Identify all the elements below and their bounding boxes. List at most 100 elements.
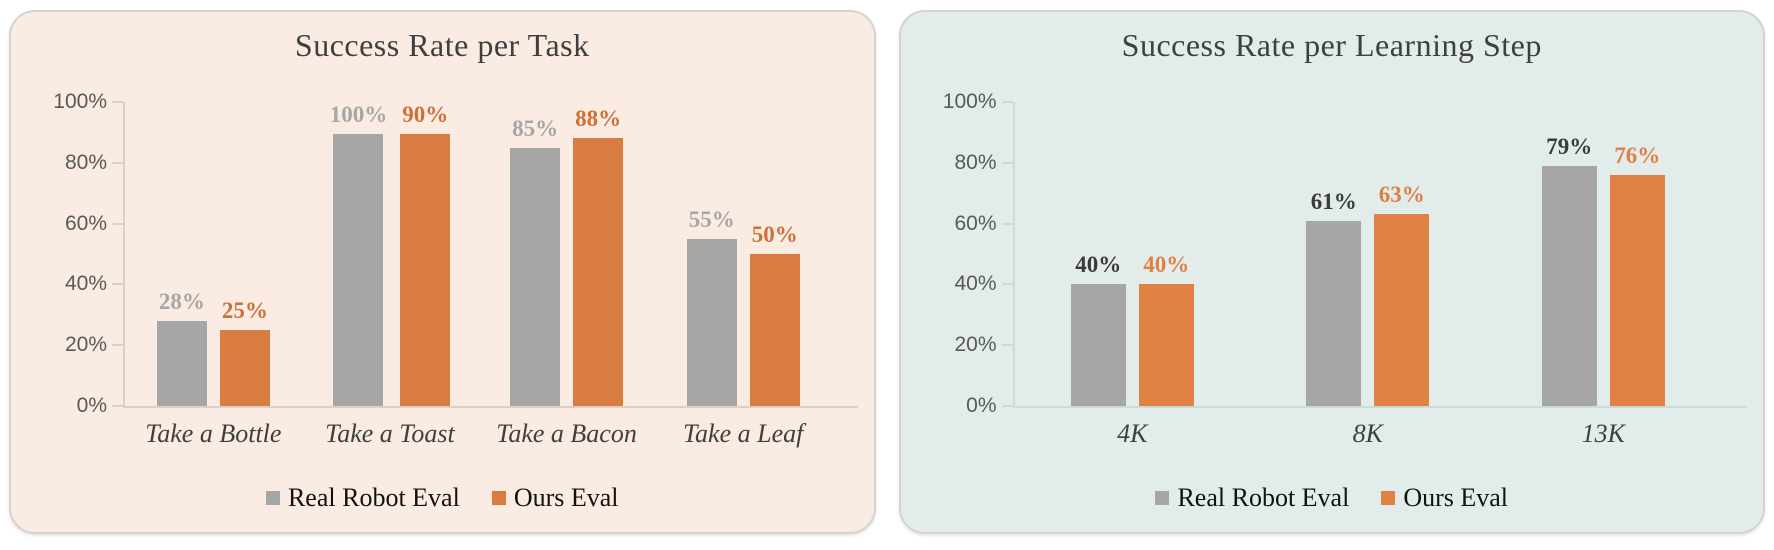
y-axis-tick: [112, 283, 123, 286]
y-axis-tick: [1001, 405, 1013, 407]
bar-value-label: 85%: [512, 115, 559, 141]
category-slot: 61% 63%: [1250, 102, 1486, 406]
bar-column: 50%: [749, 102, 800, 406]
legend: Real Robot Eval Ours Eval: [11, 483, 874, 513]
chart-title: Success Rate per Learning Step: [1121, 27, 1542, 63]
category-slot: 100% 90%: [302, 102, 479, 406]
bar-column: 55%: [686, 102, 737, 406]
bar-group: 85% 88%: [510, 102, 624, 406]
bar-value-label: 25%: [221, 298, 268, 323]
y-axis-tick-label: 100%: [53, 90, 107, 113]
bar: [333, 134, 384, 406]
y-axis-tick-label: 20%: [954, 333, 997, 357]
bar: [1306, 220, 1362, 406]
bar-column: 100%: [329, 102, 388, 406]
category-slot: 79% 76%: [1486, 102, 1722, 406]
bar-column: 85%: [510, 102, 561, 406]
bar: [219, 330, 270, 406]
bars: 28% 25% 100% 90% 85% 88% 55% 50%: [125, 102, 832, 406]
bar-value-label: 50%: [751, 222, 798, 247]
bar: [686, 238, 737, 406]
bar: [1070, 284, 1126, 406]
bar-column: 25%: [219, 102, 270, 406]
legend-marker: [491, 491, 506, 505]
x-axis-labels: 4K 8K 13K: [1015, 419, 1722, 449]
legend-label: Ours Eval: [513, 483, 619, 512]
y-axis-tick-label: 40%: [64, 272, 107, 296]
bar-column: 40%: [1138, 102, 1194, 406]
bar-group: 55% 50%: [686, 102, 800, 406]
bar-value-label: 28%: [158, 288, 205, 314]
bar-column: 63%: [1374, 102, 1430, 406]
bar-value-label: 79%: [1546, 133, 1593, 159]
x-axis-labels: Take a Bottle Take a Toast Take a Bacon Tak…: [125, 419, 832, 449]
x-axis-category-label: Take a Bacon: [496, 419, 637, 448]
x-axis-category-label: Take a Leaf: [682, 419, 804, 448]
bar-group: 40% 40%: [1070, 102, 1194, 406]
chart-title: Success Rate per Task: [294, 27, 590, 63]
bar-column: 76%: [1609, 102, 1665, 406]
bar-column: 90%: [400, 102, 451, 406]
y-axis-tick-label: 60%: [954, 211, 997, 235]
y-axis-tick: [1001, 222, 1013, 225]
y-axis-tick-label: 60%: [64, 211, 107, 235]
bar: [573, 138, 624, 406]
y-axis-tick: [1001, 283, 1013, 286]
legend-item: Ours Eval: [491, 483, 619, 513]
legend-item: Ours Eval: [1381, 483, 1508, 513]
bar-group: 61% 63%: [1306, 102, 1430, 406]
y-axis-line: [1012, 102, 1015, 406]
x-axis-line: [123, 406, 858, 408]
bars: 40% 40% 61% 63% 79% 76%: [1015, 102, 1722, 406]
y-axis-tick: [112, 344, 123, 347]
category-slot: 40% 40%: [1015, 102, 1251, 406]
bar: [400, 134, 451, 406]
bar: [1138, 284, 1194, 406]
bar: [510, 147, 561, 406]
x-axis-category-label: Take a Bottle: [145, 419, 282, 448]
bar-value-label: 61%: [1310, 188, 1357, 214]
y-axis-tick-label: 0%: [76, 394, 107, 417]
y-axis-tick: [1001, 101, 1013, 103]
y-axis-tick-label: 80%: [954, 150, 997, 174]
bar-value-label: 100%: [329, 102, 388, 127]
legend-marker: [1381, 491, 1396, 505]
chart-card-success-rate-per-task: Success Rate per Task 0% 20% 40% 60% 80% 100%…: [9, 10, 876, 534]
x-axis-category-label: 8K: [1352, 419, 1383, 448]
x-axis-line: [1012, 406, 1747, 408]
bar-column: 79%: [1541, 102, 1597, 406]
bar-group: 28% 25%: [156, 102, 270, 406]
bar-value-label: 88%: [575, 106, 622, 132]
bar-value-label: 63%: [1378, 182, 1425, 208]
y-axis-tick: [112, 405, 123, 407]
bar-column: 28%: [156, 102, 207, 406]
y-axis-tick-label: 0%: [966, 394, 997, 417]
bar-value-label: 90%: [402, 102, 449, 127]
legend-label: Ours Eval: [1403, 483, 1509, 512]
bar-value-label: 40%: [1143, 252, 1190, 278]
x-axis-category-label: 4K: [1117, 419, 1148, 448]
plot-area: 0% 20% 40% 60% 80% 100% 28% 25% 100% 90% 85% 88% 55%…: [53, 90, 858, 448]
bar-column: 40%: [1070, 102, 1126, 406]
y-axis-tick: [1001, 161, 1013, 164]
plot-area: 0% 20% 40% 60% 80% 100% 40% 40% 61% 63% 79% 76% 4K 8K…: [943, 90, 1747, 448]
bar-value-label: 55%: [688, 206, 735, 232]
y-axis-tick: [112, 161, 123, 164]
bar-group: 100% 90%: [330, 102, 451, 406]
y-axis-tick: [112, 222, 123, 225]
bar: [1609, 174, 1665, 406]
legend-item: Real Robot Eval: [1155, 483, 1349, 513]
bar-column: 61%: [1306, 102, 1362, 406]
legend-label: Real Robot Eval: [1177, 483, 1350, 512]
bar-value-label: 40%: [1075, 252, 1122, 278]
legend-label: Real Robot Eval: [287, 483, 460, 512]
y-axis-tick: [112, 101, 123, 103]
x-axis-category-label: 13K: [1581, 419, 1625, 448]
bar-value-label: 76%: [1614, 142, 1661, 168]
y-axis-tick-label: 20%: [64, 333, 107, 357]
legend-item: Real Robot Eval: [265, 483, 460, 513]
bar-group: 79% 76%: [1541, 102, 1665, 406]
bar: [1541, 165, 1597, 406]
bar: [1374, 214, 1430, 406]
y-axis-tick-label: 80%: [64, 150, 107, 174]
